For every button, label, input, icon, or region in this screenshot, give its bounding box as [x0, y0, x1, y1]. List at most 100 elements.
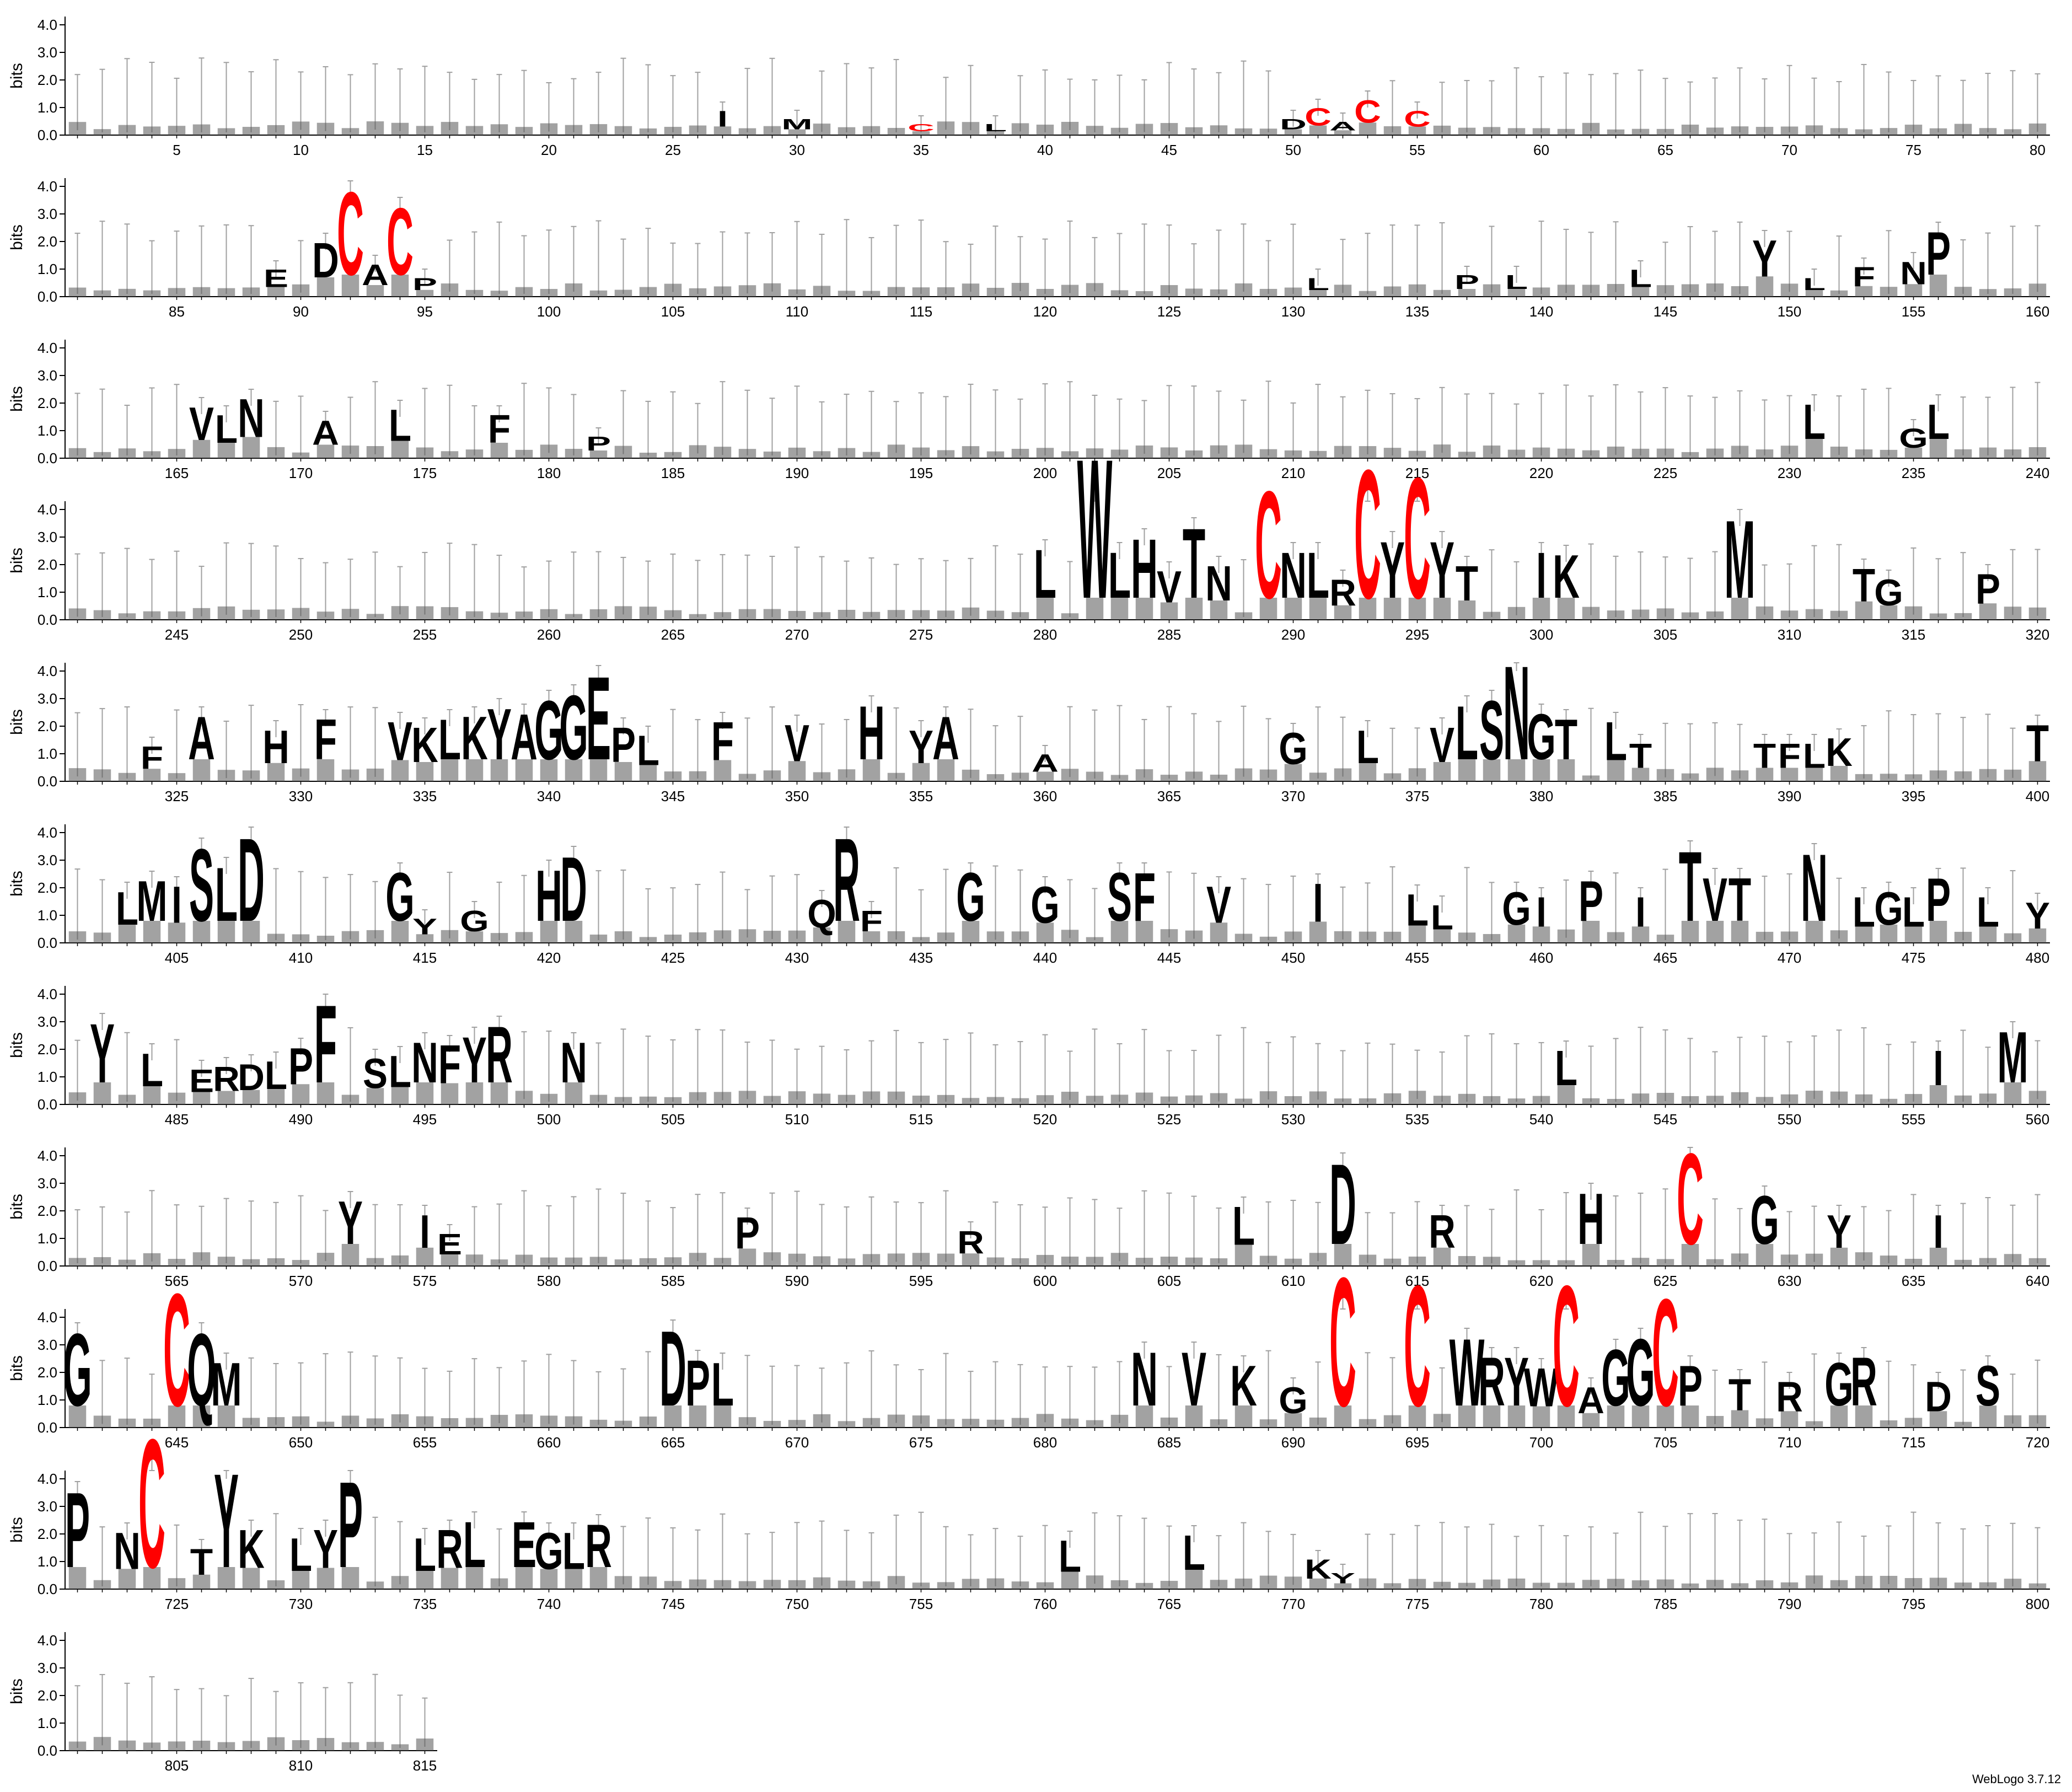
- y-tick-label: 2.0: [37, 1203, 57, 1219]
- residue-stack-minor: [93, 1082, 111, 1104]
- residue-stack-minor: [664, 452, 682, 458]
- x-tick-label: 125: [1157, 303, 1181, 320]
- residue-stack-minor: [962, 283, 980, 297]
- residue-stack-minor: [986, 287, 1005, 297]
- residue-stack-minor: [1011, 283, 1029, 297]
- residue-stack-minor: [689, 1253, 707, 1266]
- y-axis-label: bits: [8, 548, 26, 573]
- x-tick-label: 300: [1529, 626, 1553, 643]
- residue-stack-minor: [1135, 1582, 1153, 1589]
- residue-stack-minor: [316, 759, 335, 781]
- residue-stack-minor: [565, 1416, 583, 1428]
- residue-stack-minor: [1904, 447, 1923, 458]
- residue-stack-minor: [1011, 612, 1029, 620]
- x-tick-label: 200: [1033, 465, 1057, 481]
- residue-stack-minor: [217, 1567, 235, 1589]
- residue-stack-minor: [1731, 446, 1749, 458]
- residue-letter: N: [560, 1031, 587, 1094]
- residue-stack-minor: [962, 1098, 980, 1104]
- residue-stack-minor: [1929, 1578, 1947, 1589]
- x-tick-label: 605: [1157, 1273, 1181, 1289]
- residue-stack-minor: [465, 1082, 484, 1104]
- residue-stack-minor: [1731, 921, 1749, 943]
- residue-stack-minor: [143, 451, 161, 458]
- y-tick-label: 2.0: [37, 879, 57, 896]
- residue-letter: C: [1404, 442, 1431, 635]
- y-tick-label: 1.0: [37, 745, 57, 762]
- residue-letter: S: [363, 1050, 388, 1097]
- x-tick-label: 585: [661, 1273, 685, 1289]
- residue-stack-minor: [1160, 1581, 1178, 1589]
- residue-stack-minor: [143, 1253, 161, 1266]
- residue-stack-minor: [68, 1405, 87, 1428]
- residue-stack-minor: [391, 275, 409, 297]
- x-tick-label: 600: [1033, 1273, 1057, 1289]
- residue-stack-minor: [813, 1414, 831, 1428]
- x-tick-label: 65: [1657, 142, 1673, 158]
- residue-letter: M: [211, 1351, 241, 1419]
- residue-stack-minor: [540, 1415, 558, 1428]
- residue-stack-minor: [168, 1578, 186, 1589]
- x-tick-label: 265: [661, 626, 685, 643]
- residue-stack-minor: [267, 1580, 285, 1589]
- residue-stack-minor: [1855, 774, 1873, 781]
- residue-stack-minor: [1607, 446, 1625, 458]
- residue-stack-minor: [1086, 448, 1104, 458]
- x-tick-label: 30: [789, 142, 805, 158]
- residue-letter: Y: [1504, 1344, 1529, 1420]
- residue-stack-minor: [1383, 773, 1402, 781]
- residue-stack-minor: [540, 289, 558, 297]
- x-tick-label: 380: [1529, 788, 1553, 804]
- residue-stack-minor: [887, 1414, 905, 1428]
- x-tick-label: 565: [165, 1273, 189, 1289]
- y-tick-label: 3.0: [37, 1337, 57, 1353]
- x-tick-label: 650: [289, 1434, 313, 1451]
- residue-stack-minor: [1234, 933, 1253, 943]
- residue-stack-minor: [1631, 1580, 1650, 1589]
- x-tick-label: 105: [661, 303, 685, 320]
- residue-stack-minor: [1259, 936, 1277, 943]
- residue-letter: P: [1976, 566, 2000, 613]
- residue-stack-minor: [1756, 1097, 1774, 1104]
- residue-letter: V: [388, 710, 412, 771]
- residue-letter: L: [1232, 1195, 1255, 1256]
- residue-stack-minor: [465, 931, 484, 943]
- residue-stack-minor: [118, 1569, 136, 1589]
- residue-letter: F: [314, 707, 337, 771]
- residue-stack-minor: [1631, 448, 1650, 458]
- residue-letter: T: [1729, 1370, 1751, 1420]
- residue-stack-minor: [217, 1742, 235, 1751]
- residue-stack-minor: [614, 1259, 632, 1266]
- residue-stack-minor: [316, 1568, 335, 1589]
- y-tick-label: 1.0: [37, 1392, 57, 1408]
- residue-stack-minor: [1507, 1260, 1526, 1266]
- residue-stack-minor: [862, 1581, 881, 1589]
- residue-stack-minor: [1979, 769, 1997, 781]
- residue-stack-minor: [1756, 768, 1774, 781]
- residue-letter: L: [1803, 736, 1826, 775]
- residue-stack-minor: [68, 122, 87, 135]
- residue-stack-minor: [1458, 127, 1476, 135]
- residue-stack-minor: [2004, 1415, 2022, 1428]
- residue-letter: L: [1555, 1040, 1577, 1096]
- residue-stack-minor: [887, 127, 905, 135]
- residue-letter: S: [1479, 684, 1504, 778]
- residue-stack-minor: [1284, 1413, 1302, 1428]
- residue-stack-minor: [1582, 607, 1600, 620]
- residue-stack-minor: [192, 439, 211, 458]
- residue-stack-minor: [2028, 283, 2047, 297]
- residue-stack-minor: [1507, 289, 1526, 297]
- y-tick-label: 4.0: [37, 340, 57, 356]
- residue-stack-minor: [813, 927, 831, 943]
- residue-stack-minor: [1929, 770, 1947, 781]
- residue-stack-minor: [1979, 128, 1997, 135]
- residue-stack-minor: [1234, 612, 1253, 620]
- residue-stack-minor: [143, 611, 161, 620]
- residue-stack-minor: [391, 441, 409, 458]
- residue-stack-minor: [93, 1415, 111, 1428]
- residue-stack-minor: [465, 759, 484, 781]
- residue-stack-minor: [192, 1252, 211, 1266]
- residue-stack-minor: [1929, 1247, 1947, 1266]
- residue-stack-minor: [1135, 124, 1153, 135]
- x-tick-label: 370: [1281, 788, 1305, 804]
